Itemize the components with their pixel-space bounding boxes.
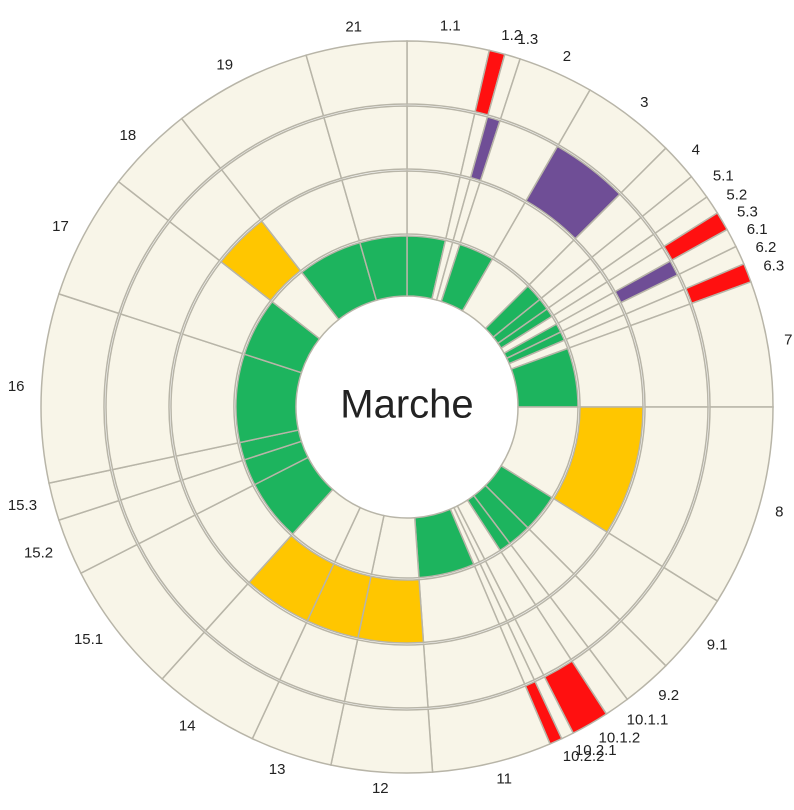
- segment-label: 3: [640, 94, 648, 111]
- segment-label: 6.1: [747, 221, 768, 238]
- segment-label: 5.1: [713, 167, 734, 184]
- segment-label: 9.2: [658, 687, 679, 704]
- ring-segment: [305, 40, 408, 117]
- segment-label: 5.3: [737, 204, 758, 221]
- segment-label: 9.1: [707, 636, 728, 653]
- segment-label: 18: [119, 127, 136, 144]
- segment-label: 4: [692, 142, 700, 159]
- segment-label: 1.3: [517, 31, 538, 48]
- segment-label: 6.2: [756, 239, 777, 256]
- segment-label: 17: [52, 218, 69, 235]
- ring-segment: [341, 170, 408, 242]
- segment-label: 5.2: [726, 187, 747, 204]
- labels: 1.1 1.21.3 2 3 4 5.1 5.25.36.16.2 6.3 7 8 9.1 9.2 10…: [8, 17, 793, 797]
- ring-segment: [323, 105, 408, 180]
- segment-label: 15.1: [74, 631, 103, 648]
- segment-label: 10.2.2: [563, 748, 605, 765]
- segment-label: 15.3: [8, 497, 37, 514]
- ring-segment: [170, 333, 244, 457]
- segment-label: 10.2.1: [575, 742, 617, 759]
- segment-label: 12: [372, 780, 389, 797]
- segment-label: 19: [216, 57, 233, 74]
- segment-label: 2: [563, 48, 571, 65]
- segment-label: 15.2: [24, 545, 53, 562]
- segment-label: 6.3: [763, 258, 784, 275]
- segment-label: 1.2: [501, 27, 522, 44]
- segment-label: 7: [784, 331, 792, 348]
- ring-segment: [105, 313, 182, 471]
- segment-label: 16: [8, 378, 25, 395]
- segment-label: 1.1: [440, 17, 461, 34]
- rings: [40, 40, 774, 774]
- ring-segment: [358, 235, 408, 302]
- segment-label: 13: [269, 761, 286, 778]
- center-label: Marche: [340, 383, 473, 427]
- ring-segment: [330, 702, 434, 774]
- segment-label: 10.1.1: [627, 712, 669, 729]
- segment-label: 10.1.2: [599, 730, 641, 747]
- ring-segment: [343, 638, 429, 709]
- segment-label: 11: [496, 770, 512, 787]
- segment-label: 14: [179, 717, 196, 734]
- segment-label: 21: [345, 19, 362, 36]
- segment-label: 8: [775, 504, 783, 521]
